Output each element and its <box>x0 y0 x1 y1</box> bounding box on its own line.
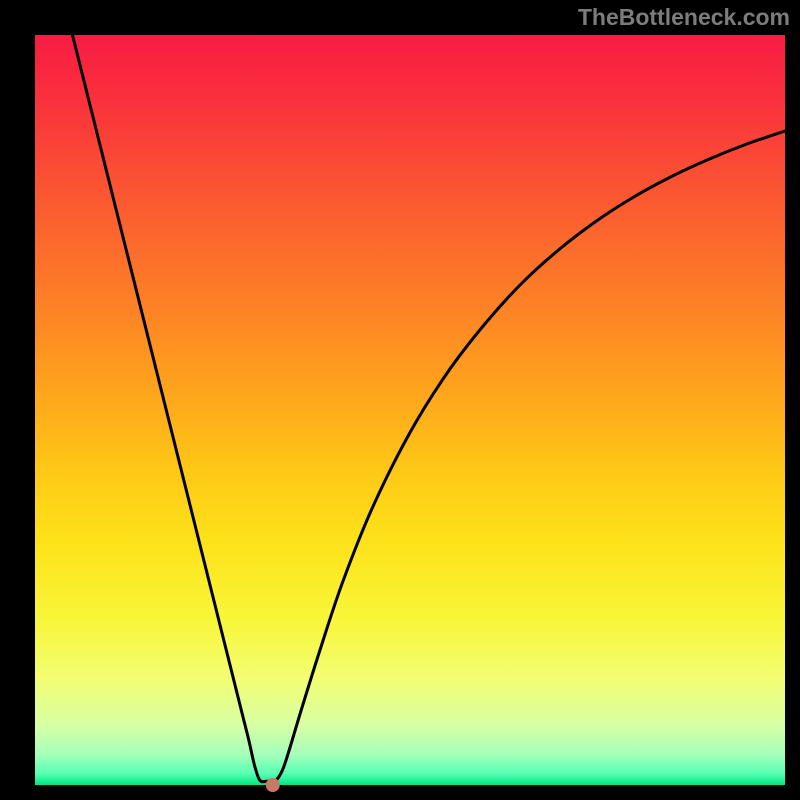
optimal-point-marker <box>266 778 280 792</box>
bottleneck-curve <box>73 35 786 782</box>
chart-svg <box>0 0 800 800</box>
watermark-text: TheBottleneck.com <box>578 4 790 31</box>
chart-container: TheBottleneck.com <box>0 0 800 800</box>
